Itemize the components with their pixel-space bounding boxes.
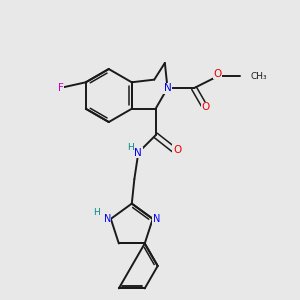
Text: N: N — [164, 83, 171, 93]
Text: F: F — [58, 82, 63, 93]
Text: CH₃: CH₃ — [251, 72, 267, 81]
Text: O: O — [173, 145, 181, 155]
Text: H: H — [93, 208, 100, 217]
Text: O: O — [202, 102, 210, 112]
Text: O: O — [214, 69, 222, 79]
Text: N: N — [103, 214, 111, 224]
Text: N: N — [134, 148, 142, 158]
Text: H: H — [128, 143, 134, 152]
Text: N: N — [153, 214, 160, 224]
